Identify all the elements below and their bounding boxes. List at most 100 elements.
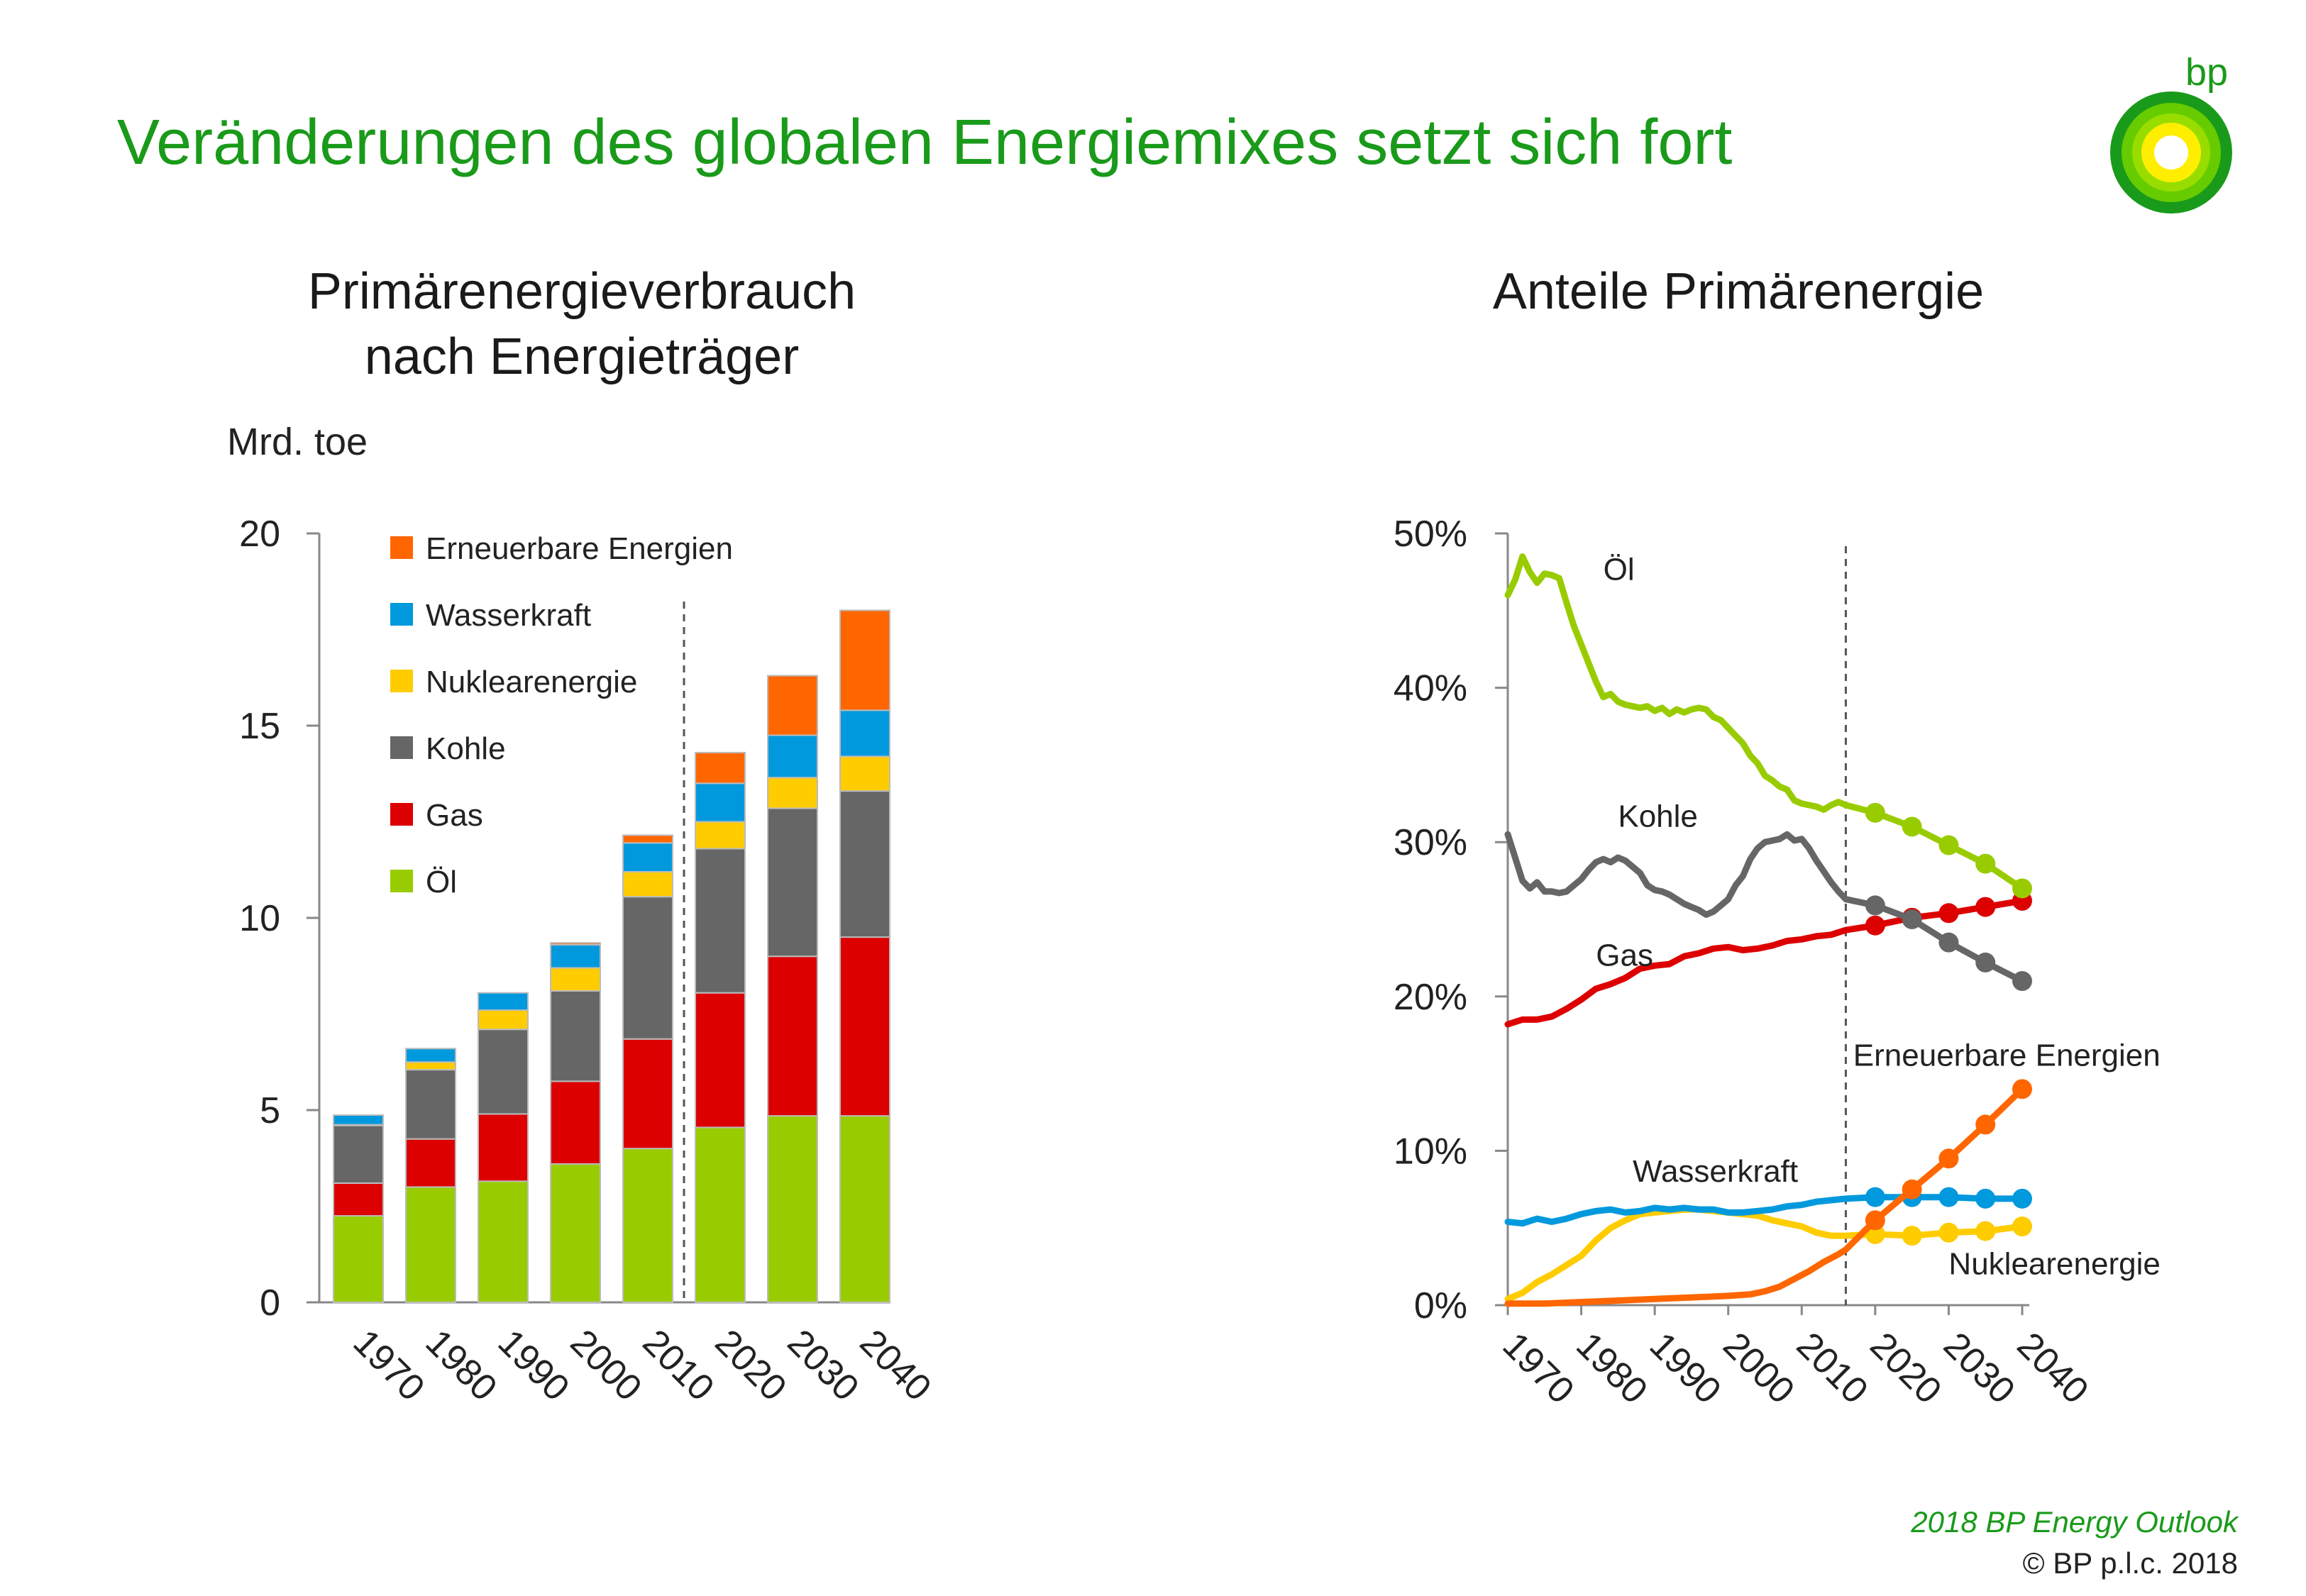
bar-segment-wasserkraft — [405, 1048, 456, 1063]
legend-swatch-gas — [390, 803, 413, 826]
bar-segment-gas — [333, 1182, 384, 1217]
line-y-tick-label: 20% — [1394, 977, 1467, 1018]
bar-segment-gas — [767, 955, 818, 1117]
bar-segment-gas — [405, 1138, 456, 1188]
line-series-gas — [1504, 897, 2026, 1028]
bar-segment-gas — [478, 1113, 529, 1182]
line-label-erneuerbare-energien: Erneuerbare Energien — [1853, 1038, 2161, 1073]
bar-segment-wasserkraft — [478, 992, 529, 1012]
line-x-tick-label: 2020 — [1862, 1324, 1949, 1412]
line-point-ol — [1865, 802, 1885, 823]
line-x-tick-label: 2030 — [1936, 1324, 2023, 1412]
line-x-tick-label: 2010 — [1789, 1324, 1876, 1412]
bar-chart-title: Primärenergieverbrauch nach Energieträge… — [213, 259, 951, 389]
line-point-wasserkraft — [1975, 1188, 1996, 1209]
bar-y-tick-label: 10 — [239, 898, 280, 939]
bar-y-tick-label: 0 — [260, 1282, 280, 1324]
bar-segment-wasserkraft — [550, 943, 601, 969]
bar-segment-kohle — [839, 790, 890, 938]
legend-swatch-ol — [390, 870, 413, 892]
line-label-wasserkraft: Wasserkraft — [1633, 1154, 1798, 1189]
bar-segment-gas — [839, 936, 890, 1117]
bar-segment-erneuerbare-energien — [550, 942, 601, 946]
bar-segment-kohle — [622, 896, 673, 1040]
bar-segment-wasserkraft — [767, 734, 818, 779]
line-series-nuklearenergie — [1504, 1206, 2026, 1302]
line-label-kohle: Kohle — [1618, 799, 1698, 833]
line-point-ol — [1938, 835, 1959, 855]
line-chart-title: Anteile Primärenergie — [1492, 263, 1985, 320]
legend-swatch-nuklearenergie — [390, 670, 413, 692]
bar-segment-wasserkraft — [622, 842, 673, 872]
line-y-tick-label: 40% — [1394, 668, 1467, 709]
bar-segment-wasserkraft — [333, 1114, 384, 1126]
line-point-wasserkraft — [2012, 1188, 2032, 1209]
bar-segment-kohle — [550, 990, 601, 1082]
line-x-tick-label: 1990 — [1642, 1324, 1729, 1412]
line-series-wasserkraft — [1504, 1194, 2026, 1227]
line-point-kohle — [1865, 895, 1885, 916]
line-x-tick-label: 1980 — [1568, 1324, 1655, 1412]
bp-logo-text: bp — [2185, 51, 2228, 94]
line-point-gas — [1865, 915, 1885, 936]
line-point-gas — [1938, 903, 1959, 924]
legend-label-nuklearenergie: Nuklearenergie — [426, 665, 637, 699]
bar-segment-nuklearenergie — [767, 777, 818, 809]
bar-segment-ol — [405, 1186, 456, 1304]
line-label-gas: Gas — [1596, 938, 1653, 972]
legend-swatch-erneuerbare-energien — [390, 536, 413, 559]
line-point-ol — [2012, 878, 2032, 899]
line-point-wasserkraft — [1865, 1187, 1885, 1207]
legend-label-gas: Gas — [426, 798, 483, 833]
footer-outlook: 2018 BP Energy Outlook — [1911, 1505, 2238, 1539]
bar-y-tick-label: 15 — [239, 706, 280, 747]
bar-segment-gas — [622, 1038, 673, 1150]
bar-segment-kohle — [333, 1124, 384, 1184]
bar-y-tick-label: 20 — [239, 514, 280, 555]
bar-segment-kohle — [695, 848, 746, 994]
bar-segment-nuklearenergie — [839, 755, 890, 792]
legend-label-wasserkraft: Wasserkraft — [426, 598, 591, 633]
bar-segment-erneuerbare-energien — [767, 675, 818, 736]
bar-segment-wasserkraft — [839, 709, 890, 758]
bar-segment-nuklearenergie — [550, 967, 601, 992]
line-x-tick-label: 1970 — [1495, 1324, 1582, 1412]
helios-icon — [2110, 92, 2232, 214]
bar-segment-gas — [695, 992, 746, 1129]
line-y-tick-label: 10% — [1394, 1131, 1467, 1172]
line-point-nuklearenergie — [2012, 1217, 2032, 1237]
line-point-erneuerbare-energien — [1865, 1210, 1885, 1231]
footer-copyright: © BP p.l.c. 2018 — [2022, 1546, 2238, 1580]
legend-label-ol: Öl — [426, 865, 457, 899]
line-y-tick-label: 0% — [1414, 1285, 1467, 1326]
line-point-erneuerbare-energien — [1975, 1114, 1996, 1135]
line-point-erneuerbare-energien — [1938, 1148, 1959, 1169]
line-point-kohle — [1902, 909, 1922, 929]
bar-segment-erneuerbare-energien — [839, 609, 890, 711]
line-point-erneuerbare-energien — [1902, 1179, 1922, 1199]
bar-y-tick-label: 5 — [260, 1090, 280, 1131]
bar-segment-ol — [767, 1115, 818, 1303]
bar-segment-kohle — [405, 1069, 456, 1140]
bar-segment-ol — [550, 1163, 601, 1303]
bp-logo: bp — [2110, 51, 2232, 214]
page-title: Veränderungen des globalen Energiemixes … — [117, 107, 1733, 178]
line-point-erneuerbare-energien — [2012, 1079, 2032, 1099]
line-label-ol: Öl — [1604, 552, 1635, 587]
line-x-tick-label: 2040 — [2009, 1324, 2097, 1412]
bar-segment-ol — [839, 1115, 890, 1303]
bar-segment-erneuerbare-energien — [622, 834, 673, 844]
line-point-kohle — [2012, 971, 2032, 992]
bar-chart-title-line-1: Primärenergieverbrauch — [307, 263, 856, 320]
line-series-ol — [1504, 553, 2026, 892]
legend-swatch-kohle — [390, 736, 413, 759]
bar-segment-kohle — [767, 807, 818, 958]
line-y-tick-label: 30% — [1394, 822, 1467, 863]
bar-chart-title-line-2: nach Energieträger — [364, 328, 800, 385]
line-point-nuklearenergie — [1902, 1226, 1922, 1246]
line-point-nuklearenergie — [1938, 1222, 1959, 1243]
legend-swatch-wasserkraft — [390, 603, 413, 626]
legend-label-erneuerbare-energien: Erneuerbare Energien — [426, 531, 733, 566]
line-point-gas — [1975, 897, 1996, 917]
